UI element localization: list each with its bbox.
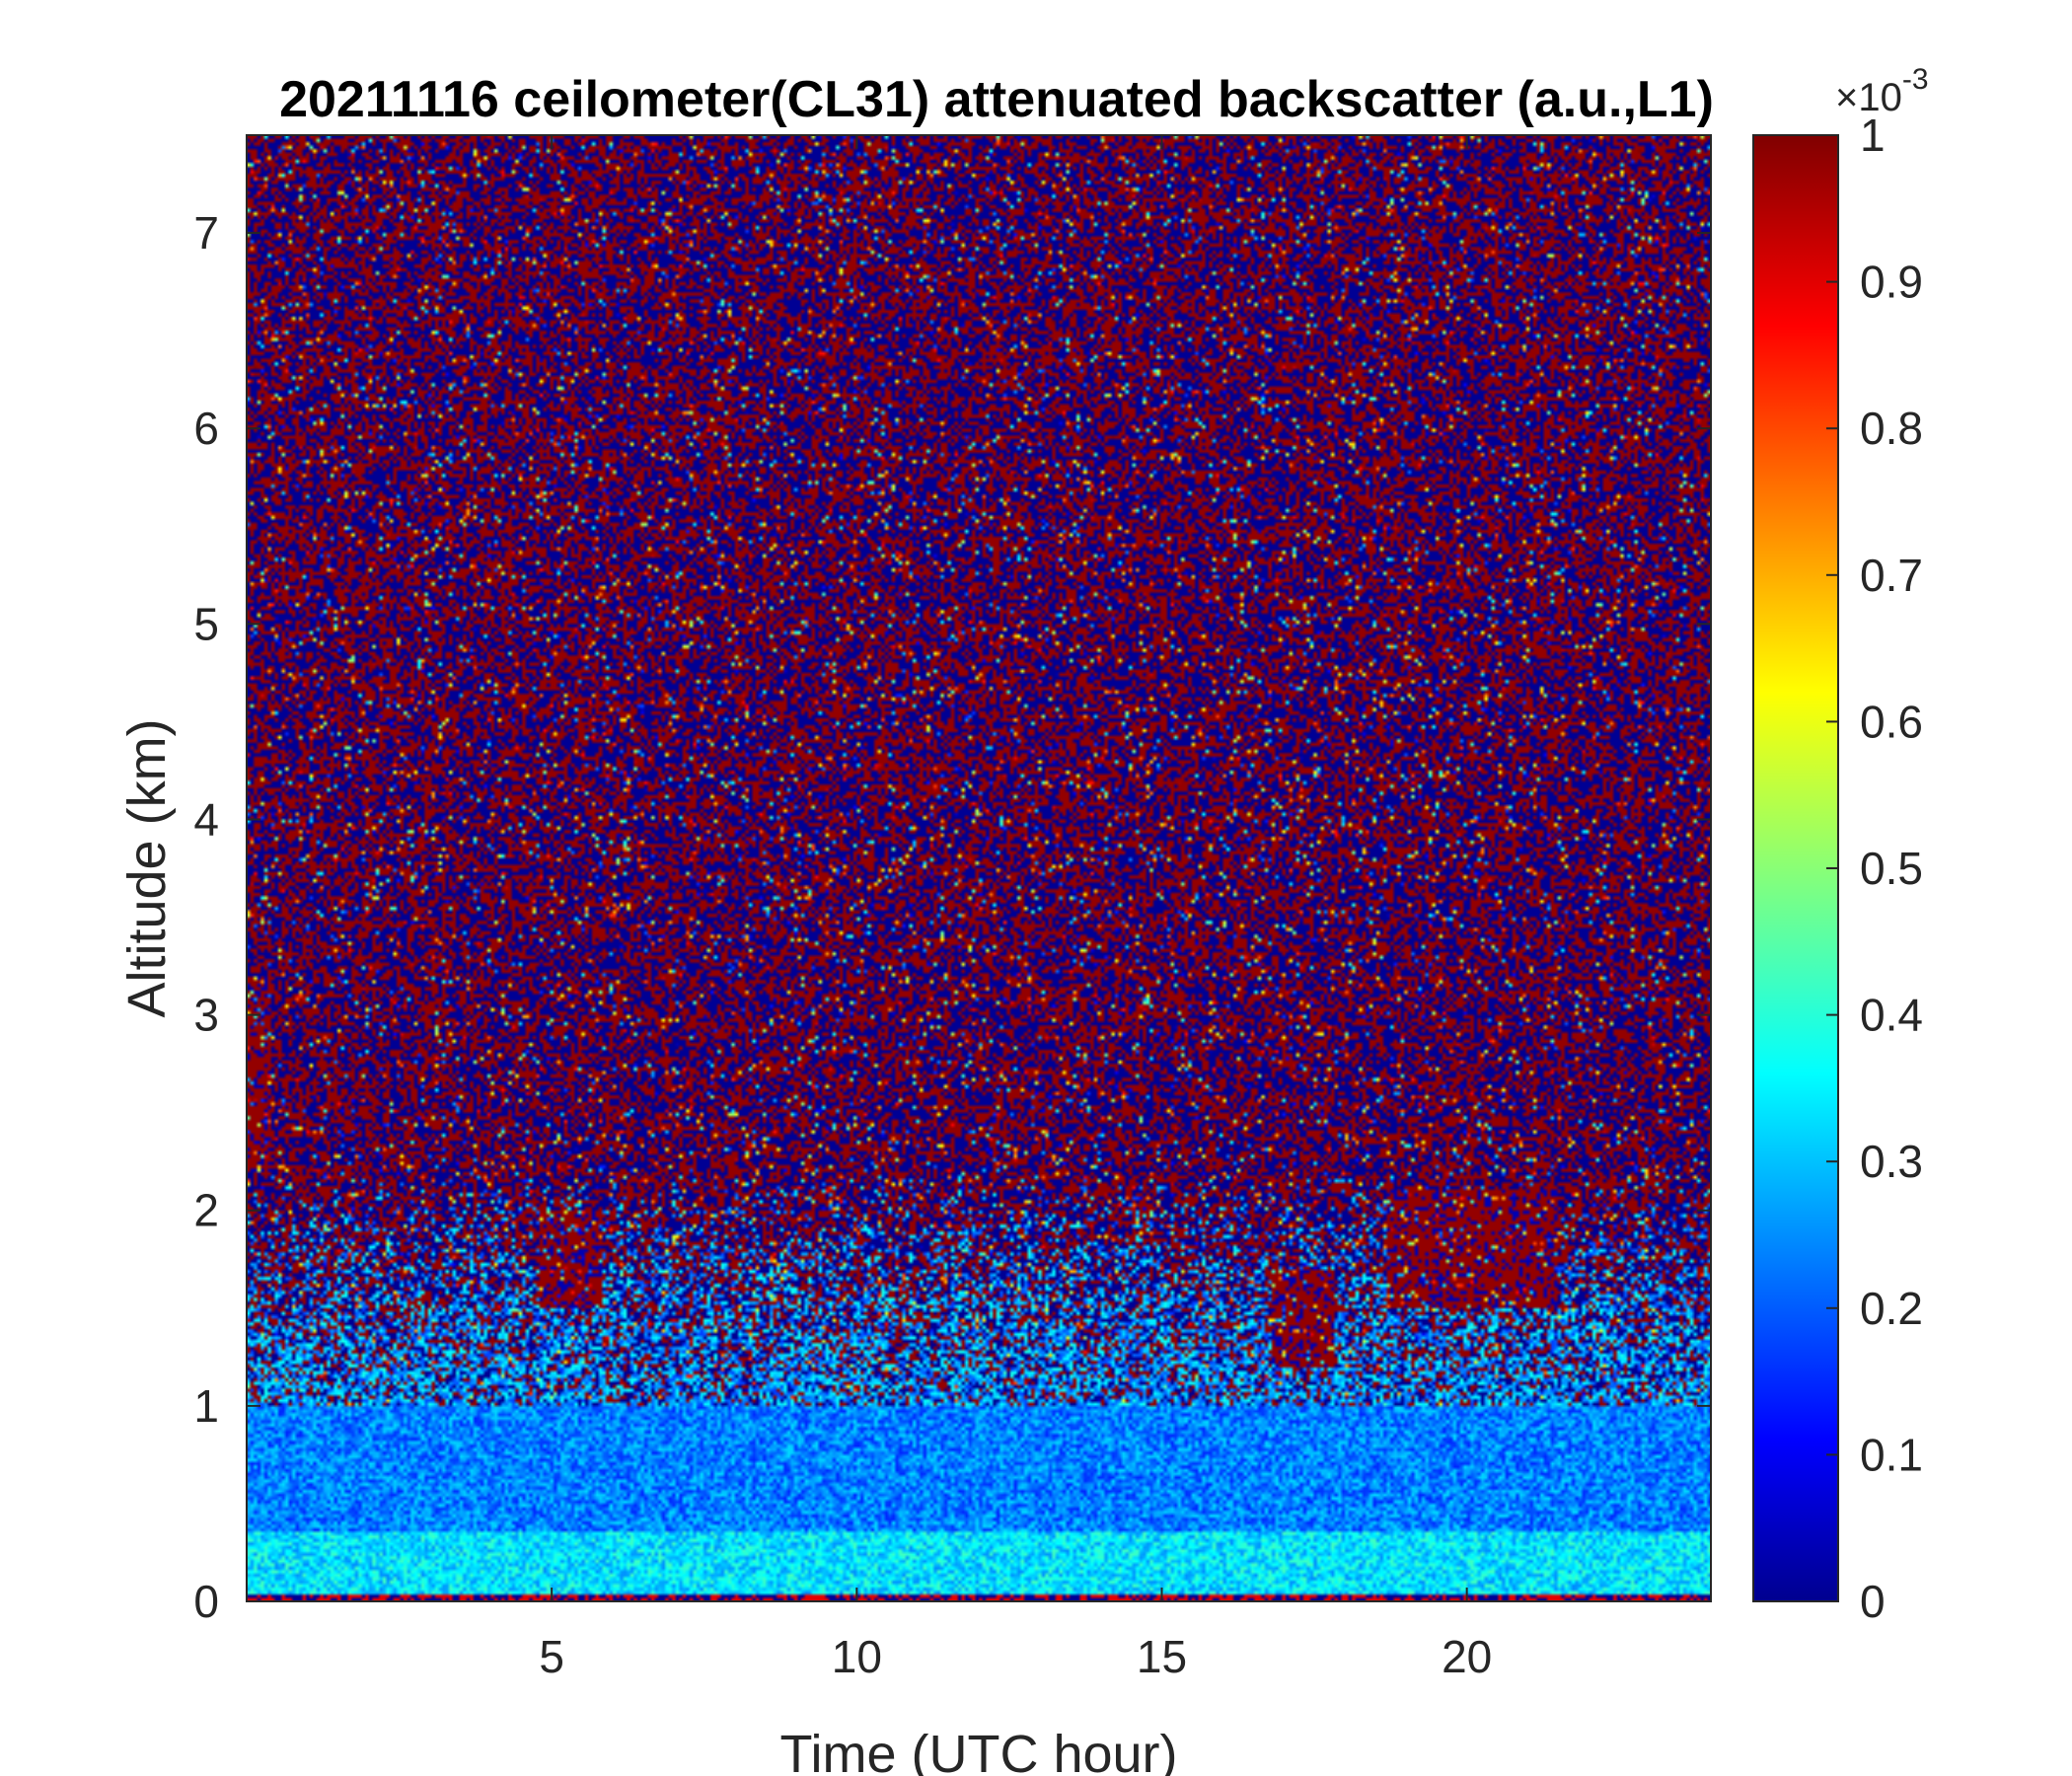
colorbar-exponent-base: ×10: [1835, 76, 1902, 119]
colorbar-exponent-power: -3: [1902, 63, 1929, 96]
y-tick-label: 4: [193, 793, 219, 845]
colorbar-tick-label: 0.1: [1860, 1429, 1923, 1480]
colorbar-tick-label: 1: [1860, 110, 1886, 161]
x-tick-label: 5: [539, 1631, 564, 1682]
colorbar-tick-label: 0.3: [1860, 1136, 1923, 1187]
colorbar-exponent: ×10-3: [1835, 63, 1929, 119]
x-axis-ticks: 5 10 15 20: [539, 135, 1492, 1682]
colorbar-tick-label: 0.7: [1860, 550, 1923, 601]
colorbar-tick-label: 0.9: [1860, 257, 1923, 308]
colorbar-gradient: [1752, 134, 1839, 1602]
x-tick-label: 10: [832, 1631, 882, 1682]
heatmap-area: [246, 134, 1712, 1602]
y-tick-label: 1: [193, 1380, 219, 1432]
chart-title: 20211116 ceilometer(CL31) attenuated bac…: [279, 71, 1714, 128]
x-axis-label: Time (UTC hour): [779, 1725, 1177, 1776]
x-tick-label: 15: [1137, 1631, 1187, 1682]
y-tick-label: 7: [193, 207, 219, 259]
colorbar-tick-label: 0.4: [1860, 990, 1923, 1041]
colorbar-tick-label: 0.2: [1860, 1283, 1923, 1334]
colorbar: 0 0.1 0.2 0.3 0.4 0.5 0.6 0.7 0.8 0.9 1 ×10-3: [1752, 63, 1929, 1627]
colorbar-tick-label: 0.5: [1860, 843, 1923, 894]
colorbar-ticks: 0 0.1 0.2 0.3 0.4 0.5 0.6 0.7 0.8 0.9 1: [1826, 110, 1923, 1627]
y-tick-label: 5: [193, 598, 219, 649]
y-axis-label: Altitude (km): [117, 718, 177, 1017]
y-axis-ticks: 0 1 2 3 4 5 6 7: [193, 207, 1711, 1627]
colorbar-tick-label: 0.8: [1860, 403, 1923, 454]
x-tick-label: 20: [1442, 1631, 1492, 1682]
colorbar-tick-label: 0: [1860, 1576, 1886, 1627]
heatmap-image: [247, 135, 1711, 1601]
y-tick-label: 2: [193, 1185, 219, 1236]
y-tick-label: 0: [193, 1576, 219, 1627]
y-tick-label: 6: [193, 403, 219, 454]
y-tick-label: 3: [193, 990, 219, 1041]
plot-frame: [246, 134, 1712, 1602]
colorbar-tick-label: 0.6: [1860, 696, 1923, 747]
